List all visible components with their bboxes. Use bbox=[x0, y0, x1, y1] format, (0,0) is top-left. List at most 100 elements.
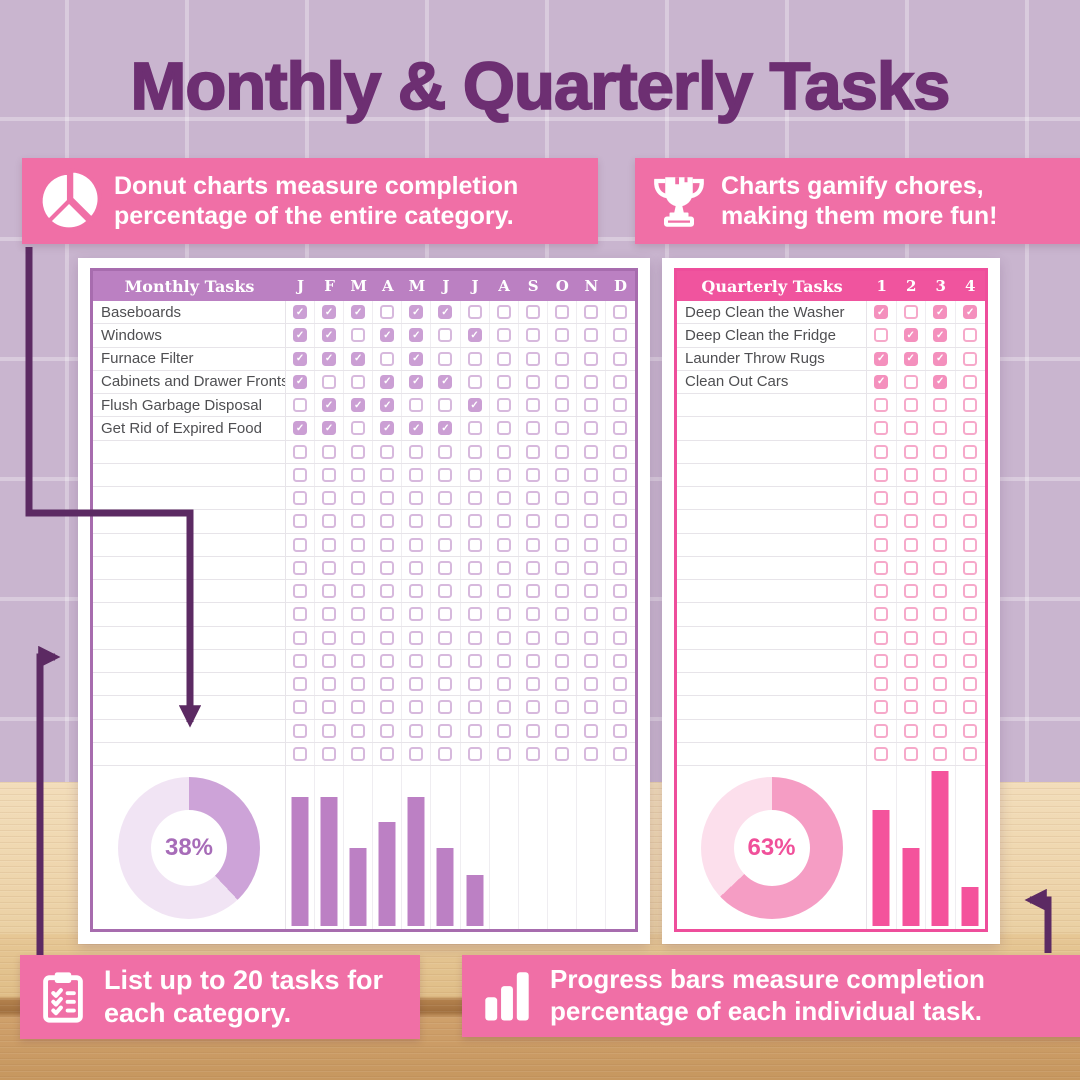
task-checkbox[interactable] bbox=[293, 444, 308, 459]
task-checkbox[interactable] bbox=[613, 677, 628, 692]
task-checkbox[interactable] bbox=[903, 723, 918, 738]
task-checkbox[interactable] bbox=[293, 677, 308, 692]
task-checkbox[interactable] bbox=[467, 746, 482, 761]
task-checkbox[interactable] bbox=[583, 305, 598, 320]
task-checkbox[interactable] bbox=[322, 677, 337, 692]
task-checkbox[interactable] bbox=[467, 607, 482, 622]
task-checkbox[interactable] bbox=[963, 607, 978, 622]
task-checkbox[interactable] bbox=[903, 560, 918, 575]
task-checkbox[interactable] bbox=[554, 444, 569, 459]
task-checkbox[interactable] bbox=[467, 467, 482, 482]
task-checkbox[interactable] bbox=[409, 630, 424, 645]
task-checkbox[interactable] bbox=[380, 700, 395, 715]
task-checkbox[interactable] bbox=[963, 328, 978, 343]
task-checkbox[interactable] bbox=[903, 305, 918, 320]
task-checkbox[interactable] bbox=[903, 398, 918, 413]
task-checkbox[interactable] bbox=[903, 700, 918, 715]
task-checkbox[interactable] bbox=[933, 560, 948, 575]
task-checkbox[interactable] bbox=[903, 607, 918, 622]
task-checkbox[interactable] bbox=[351, 607, 366, 622]
task-checkbox[interactable] bbox=[613, 746, 628, 761]
task-checkbox[interactable] bbox=[351, 677, 366, 692]
task-checkbox[interactable] bbox=[613, 351, 628, 366]
task-checkbox[interactable] bbox=[554, 351, 569, 366]
task-checkbox[interactable] bbox=[903, 351, 918, 366]
task-checkbox[interactable] bbox=[467, 584, 482, 599]
task-checkbox[interactable] bbox=[351, 444, 366, 459]
task-checkbox[interactable] bbox=[554, 398, 569, 413]
task-checkbox[interactable] bbox=[963, 723, 978, 738]
task-checkbox[interactable] bbox=[525, 630, 540, 645]
task-checkbox[interactable] bbox=[293, 630, 308, 645]
task-checkbox[interactable] bbox=[351, 537, 366, 552]
task-checkbox[interactable] bbox=[380, 746, 395, 761]
task-checkbox[interactable] bbox=[322, 444, 337, 459]
task-checkbox[interactable] bbox=[903, 677, 918, 692]
task-checkbox[interactable] bbox=[933, 630, 948, 645]
task-checkbox[interactable] bbox=[380, 723, 395, 738]
task-checkbox[interactable] bbox=[613, 584, 628, 599]
task-checkbox[interactable] bbox=[322, 537, 337, 552]
task-checkbox[interactable] bbox=[903, 537, 918, 552]
task-checkbox[interactable] bbox=[963, 467, 978, 482]
task-checkbox[interactable] bbox=[583, 421, 598, 436]
task-checkbox[interactable] bbox=[525, 351, 540, 366]
task-checkbox[interactable] bbox=[409, 560, 424, 575]
task-checkbox[interactable] bbox=[874, 607, 889, 622]
task-checkbox[interactable] bbox=[293, 723, 308, 738]
task-checkbox[interactable] bbox=[322, 491, 337, 506]
task-checkbox[interactable] bbox=[438, 537, 453, 552]
task-checkbox[interactable] bbox=[438, 723, 453, 738]
task-checkbox[interactable] bbox=[554, 677, 569, 692]
task-checkbox[interactable] bbox=[351, 421, 366, 436]
task-checkbox[interactable] bbox=[496, 723, 511, 738]
task-checkbox[interactable] bbox=[380, 328, 395, 343]
task-checkbox[interactable] bbox=[613, 514, 628, 529]
task-checkbox[interactable] bbox=[525, 467, 540, 482]
task-checkbox[interactable] bbox=[613, 421, 628, 436]
task-checkbox[interactable] bbox=[933, 491, 948, 506]
task-checkbox[interactable] bbox=[467, 653, 482, 668]
task-checkbox[interactable] bbox=[351, 560, 366, 575]
task-checkbox[interactable] bbox=[380, 351, 395, 366]
task-checkbox[interactable] bbox=[583, 630, 598, 645]
task-checkbox[interactable] bbox=[874, 421, 889, 436]
task-checkbox[interactable] bbox=[351, 630, 366, 645]
task-checkbox[interactable] bbox=[874, 537, 889, 552]
task-checkbox[interactable] bbox=[409, 398, 424, 413]
task-checkbox[interactable] bbox=[583, 351, 598, 366]
task-checkbox[interactable] bbox=[467, 491, 482, 506]
task-checkbox[interactable] bbox=[903, 630, 918, 645]
task-checkbox[interactable] bbox=[496, 653, 511, 668]
task-checkbox[interactable] bbox=[613, 491, 628, 506]
task-checkbox[interactable] bbox=[380, 398, 395, 413]
task-checkbox[interactable] bbox=[903, 746, 918, 761]
task-checkbox[interactable] bbox=[903, 374, 918, 389]
task-checkbox[interactable] bbox=[554, 700, 569, 715]
task-checkbox[interactable] bbox=[583, 607, 598, 622]
task-checkbox[interactable] bbox=[322, 328, 337, 343]
task-checkbox[interactable] bbox=[583, 328, 598, 343]
task-checkbox[interactable] bbox=[903, 584, 918, 599]
task-checkbox[interactable] bbox=[613, 328, 628, 343]
task-checkbox[interactable] bbox=[583, 374, 598, 389]
task-checkbox[interactable] bbox=[874, 723, 889, 738]
task-checkbox[interactable] bbox=[438, 398, 453, 413]
task-checkbox[interactable] bbox=[933, 328, 948, 343]
task-checkbox[interactable] bbox=[322, 653, 337, 668]
task-checkbox[interactable] bbox=[293, 584, 308, 599]
task-checkbox[interactable] bbox=[293, 700, 308, 715]
task-checkbox[interactable] bbox=[874, 467, 889, 482]
task-checkbox[interactable] bbox=[351, 398, 366, 413]
task-checkbox[interactable] bbox=[322, 560, 337, 575]
task-checkbox[interactable] bbox=[874, 444, 889, 459]
task-checkbox[interactable] bbox=[933, 537, 948, 552]
task-checkbox[interactable] bbox=[351, 700, 366, 715]
task-checkbox[interactable] bbox=[496, 398, 511, 413]
task-checkbox[interactable] bbox=[467, 537, 482, 552]
task-checkbox[interactable] bbox=[409, 444, 424, 459]
task-checkbox[interactable] bbox=[380, 305, 395, 320]
task-checkbox[interactable] bbox=[322, 398, 337, 413]
task-checkbox[interactable] bbox=[874, 746, 889, 761]
task-checkbox[interactable] bbox=[409, 746, 424, 761]
